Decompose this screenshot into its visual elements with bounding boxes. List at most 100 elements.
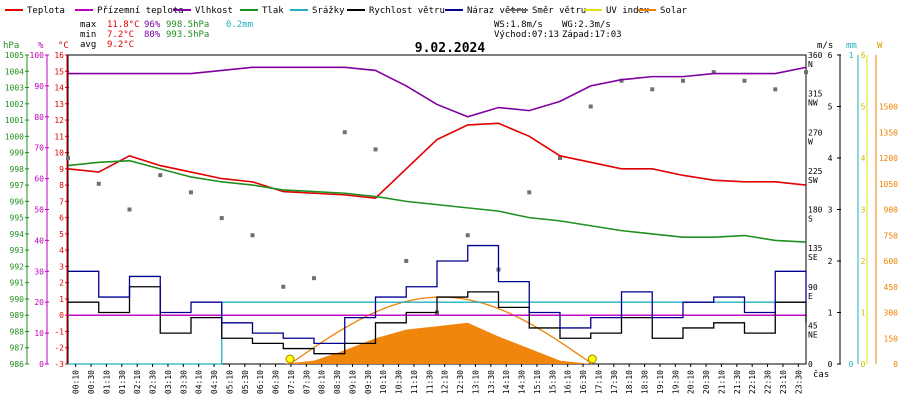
dir-tick-label: 90 bbox=[808, 283, 818, 292]
axis-tick-label-degc: 0 bbox=[59, 311, 64, 320]
x-tick-label: 16:30 bbox=[579, 370, 588, 394]
axis-tick-label-w: 750 bbox=[884, 231, 899, 240]
axis-tick-label-hpa: 992 bbox=[10, 262, 25, 271]
wind-direction-point bbox=[711, 70, 716, 75]
dir-tick-label: 225 bbox=[808, 167, 823, 176]
x-tick-label: 20:30 bbox=[702, 370, 711, 394]
plot-area bbox=[66, 54, 808, 365]
axis-tick-label-degc: 16 bbox=[54, 51, 64, 60]
x-tick-label: 02:30 bbox=[149, 370, 158, 394]
axis-tick-label-ms: 3 bbox=[828, 206, 833, 215]
dir-tick-label: 315 bbox=[808, 90, 823, 99]
wind-direction-point bbox=[342, 130, 347, 135]
dir-tick-name: SE bbox=[808, 253, 818, 262]
axis-tick-label-pct: 30 bbox=[34, 267, 44, 276]
axis-tick-label-pct: 60 bbox=[34, 175, 44, 184]
wind-direction-point bbox=[527, 190, 532, 195]
axis-tick-label-w: 300 bbox=[884, 309, 899, 318]
x-tick-label: 10:30 bbox=[395, 370, 404, 394]
axis-tick-label-degc: 3 bbox=[59, 262, 64, 271]
axis-tick-label-ms: 0 bbox=[828, 360, 833, 369]
wind-direction-point bbox=[66, 156, 70, 160]
wind-direction-point bbox=[465, 233, 470, 238]
legend-label: Vlhkost bbox=[195, 6, 233, 16]
x-tick-label: 21:10 bbox=[717, 370, 726, 394]
x-tick-label: 18:10 bbox=[625, 370, 634, 394]
axis-tick-label-uv: 0 bbox=[861, 360, 866, 369]
x-tick-label: 22:30 bbox=[764, 370, 773, 394]
axis-tick-label-pct: 100 bbox=[30, 51, 45, 60]
dir-tick-name: S bbox=[808, 215, 813, 224]
axis-tick-label-hpa: 990 bbox=[10, 295, 25, 304]
sunrise-marker bbox=[285, 354, 295, 364]
stats-max-press: 998.5hPa bbox=[166, 20, 209, 30]
axis-tick-label-hpa: 995 bbox=[10, 214, 25, 223]
x-tick-label: 04:30 bbox=[210, 370, 219, 394]
right-axes: 045NE90E135SE180S225SW270W315NW360N01234… bbox=[808, 51, 898, 369]
axis-tick-label-hpa: 993 bbox=[10, 246, 25, 255]
axis-tick-label-hpa: 1002 bbox=[5, 100, 24, 109]
wind-direction-point bbox=[588, 104, 593, 109]
stats-min-hum: 80% bbox=[144, 30, 161, 40]
sunset-marker bbox=[587, 354, 597, 364]
axis-tick-label-hpa: 1001 bbox=[5, 116, 24, 125]
axis-tick-label-hpa: 1003 bbox=[5, 84, 24, 93]
legend-label: Teplota bbox=[27, 6, 65, 16]
x-tick-label: 16:10 bbox=[564, 370, 573, 394]
axis-tick-label-uv: 6 bbox=[861, 51, 866, 60]
info-block: WS:1.8m/s WG:2.3m/s Východ:07:13 Západ:1… bbox=[494, 20, 622, 40]
wind-direction-point bbox=[312, 276, 316, 281]
series-line bbox=[67, 122, 807, 199]
wind-direction-point bbox=[773, 87, 778, 92]
series-line bbox=[68, 286, 807, 355]
axis-tick-label-pct: 20 bbox=[34, 298, 44, 307]
x-tick-label: 18:30 bbox=[641, 370, 650, 394]
axis-tick-label-degc: 1 bbox=[59, 295, 64, 304]
axis-tick-label-w: 1200 bbox=[879, 154, 898, 163]
axis-tick-label-w: 0 bbox=[893, 360, 898, 369]
x-tick-label: 23:30 bbox=[794, 370, 803, 394]
series-line bbox=[67, 159, 807, 243]
x-tick-label: 00:10 bbox=[72, 370, 81, 394]
x-tick-label: 03:30 bbox=[179, 370, 188, 394]
x-tick-label: 17:30 bbox=[610, 370, 619, 394]
axis-tick-label-mm: 0 bbox=[849, 360, 854, 369]
dir-tick-label: 360 bbox=[808, 51, 823, 60]
x-tick-label: 14:10 bbox=[502, 370, 511, 394]
axis-tick-label-pct: 70 bbox=[34, 144, 44, 153]
axis-tick-label-degc: 11 bbox=[54, 132, 64, 141]
wind-direction-point bbox=[96, 181, 101, 186]
axis-unit-hpa: hPa bbox=[3, 41, 19, 51]
x-axis: 00:10 00:30 01:10 01:30 02:10 02:30 03:10 03:30… bbox=[72, 364, 829, 394]
wind-direction-point bbox=[158, 173, 163, 178]
x-tick-label: 19:10 bbox=[656, 370, 665, 394]
x-axis-label: čas bbox=[813, 369, 829, 380]
axis-tick-label-w: 1500 bbox=[879, 103, 898, 112]
axis-tick-label-pct: 90 bbox=[34, 82, 44, 91]
legend-label: Náraz větru bbox=[467, 6, 527, 16]
legend-label: Směr větru bbox=[532, 6, 586, 16]
axis-tick-label-w: 900 bbox=[884, 206, 899, 215]
axis-tick-label-uv: 4 bbox=[861, 154, 866, 163]
dir-tick-label: 135 bbox=[808, 244, 823, 253]
info-wg: WG:2.3m/s bbox=[562, 20, 611, 30]
dir-tick-name: W bbox=[808, 137, 813, 146]
stats-max-hum: 96% bbox=[144, 20, 161, 30]
axis-tick-label-uv: 5 bbox=[861, 103, 866, 112]
series-line bbox=[68, 244, 807, 345]
wind-direction-point bbox=[742, 78, 747, 83]
axis-tick-label-degc: 5 bbox=[59, 230, 64, 239]
wind-direction-point bbox=[373, 147, 378, 152]
wind-direction-point bbox=[219, 216, 224, 221]
axis-tick-label-degc: 12 bbox=[54, 116, 64, 125]
x-tick-label: 03:10 bbox=[164, 370, 173, 394]
axis-tick-label-pct: 80 bbox=[34, 113, 44, 122]
stats-max-rain: 0.2mm bbox=[226, 20, 253, 30]
axis-tick-label-hpa: 991 bbox=[10, 279, 25, 288]
axis-tick-label-hpa: 1000 bbox=[5, 132, 24, 141]
stats-avg-temp: 9.2°C bbox=[107, 40, 134, 50]
series-solar-area bbox=[68, 322, 806, 364]
stats-min-temp: 7.2°C bbox=[107, 30, 134, 40]
legend-label: Tlak bbox=[262, 6, 284, 16]
axis-tick-label-w: 1050 bbox=[879, 180, 898, 189]
